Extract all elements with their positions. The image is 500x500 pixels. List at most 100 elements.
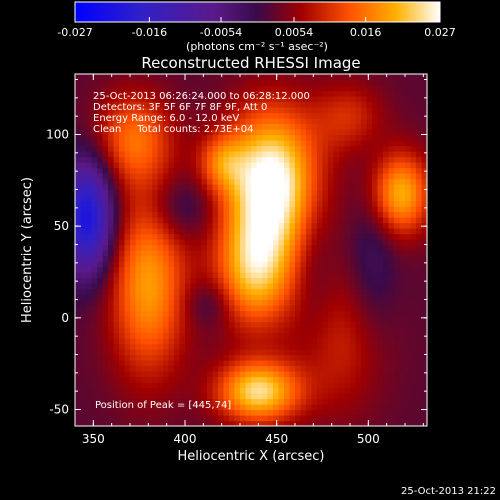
heatmap-cell bbox=[344, 79, 351, 86]
heatmap-cell bbox=[179, 211, 186, 218]
heatmap-cell bbox=[289, 79, 296, 86]
heatmap-cell bbox=[366, 272, 373, 279]
heatmap-cell bbox=[372, 151, 379, 158]
heatmap-cell bbox=[119, 74, 126, 81]
heatmap-cell bbox=[306, 343, 313, 350]
heatmap-cell bbox=[152, 327, 159, 334]
heatmap-cell bbox=[289, 107, 296, 114]
heatmap-cell bbox=[240, 382, 247, 389]
heatmap-cell bbox=[135, 173, 142, 180]
heatmap-cell bbox=[157, 365, 164, 372]
heatmap-cell bbox=[141, 228, 148, 235]
heatmap-cell bbox=[344, 96, 351, 103]
heatmap-cell bbox=[229, 189, 236, 196]
heatmap-cell bbox=[383, 156, 390, 163]
heatmap-cell bbox=[284, 101, 291, 108]
heatmap-cell bbox=[405, 409, 412, 416]
heatmap-cell bbox=[383, 85, 390, 92]
heatmap-cell bbox=[256, 162, 263, 169]
heatmap-cell bbox=[168, 200, 175, 207]
heatmap-cell bbox=[157, 167, 164, 174]
heatmap-cell bbox=[322, 195, 329, 202]
heatmap-cell bbox=[251, 332, 258, 339]
heatmap-cell bbox=[97, 255, 104, 262]
heatmap-cell bbox=[223, 283, 230, 290]
heatmap-cell bbox=[377, 178, 384, 185]
heatmap-cell bbox=[152, 420, 159, 426]
heatmap-cell bbox=[410, 118, 417, 125]
heatmap-cell bbox=[163, 206, 170, 213]
heatmap-cell bbox=[80, 228, 87, 235]
heatmap-cell bbox=[174, 349, 181, 356]
heatmap-cell bbox=[179, 398, 186, 405]
heatmap-cell bbox=[108, 255, 115, 262]
heatmap-cell bbox=[421, 354, 427, 361]
heatmap-cell bbox=[97, 415, 104, 422]
heatmap-cell bbox=[234, 74, 241, 81]
heatmap-cell bbox=[262, 167, 269, 174]
heatmap-cell bbox=[251, 211, 258, 218]
heatmap-cell bbox=[388, 206, 395, 213]
heatmap-cell bbox=[333, 250, 340, 257]
heatmap-cell bbox=[306, 173, 313, 180]
heatmap-cell bbox=[388, 162, 395, 169]
heatmap-cell bbox=[300, 156, 307, 163]
heatmap-cell bbox=[311, 310, 318, 317]
heatmap-cell bbox=[218, 162, 225, 169]
heatmap-cell bbox=[399, 415, 406, 422]
heatmap-cell bbox=[311, 134, 318, 141]
heatmap-cell bbox=[399, 398, 406, 405]
heatmap-cell bbox=[157, 332, 164, 339]
heatmap-cell bbox=[185, 107, 192, 114]
heatmap-cell bbox=[328, 266, 335, 273]
heatmap-cell bbox=[146, 178, 153, 185]
heatmap-cell bbox=[322, 321, 329, 328]
heatmap-cell bbox=[339, 404, 346, 411]
heatmap-cell bbox=[344, 266, 351, 273]
heatmap-cell bbox=[75, 327, 82, 334]
heatmap-cell bbox=[196, 327, 203, 334]
heatmap-cell bbox=[234, 239, 241, 246]
heatmap-cell bbox=[108, 145, 115, 152]
heatmap-cell bbox=[119, 79, 126, 86]
heatmap-cell bbox=[328, 200, 335, 207]
heatmap-cell bbox=[251, 118, 258, 125]
heatmap-cell bbox=[251, 277, 258, 284]
heatmap-cell bbox=[130, 261, 137, 268]
heatmap-cell bbox=[135, 206, 142, 213]
heatmap-cell bbox=[256, 299, 263, 306]
heatmap-cell bbox=[328, 338, 335, 345]
heatmap-cell bbox=[97, 233, 104, 240]
heatmap-cell bbox=[267, 310, 274, 317]
heatmap-cell bbox=[306, 420, 313, 426]
heatmap-cell bbox=[344, 343, 351, 350]
heatmap-cell bbox=[86, 387, 93, 394]
heatmap-cell bbox=[317, 206, 324, 213]
heatmap-cell bbox=[361, 184, 368, 191]
heatmap-cell bbox=[185, 415, 192, 422]
heatmap-cell bbox=[256, 85, 263, 92]
heatmap-cell bbox=[394, 283, 401, 290]
heatmap-cell bbox=[207, 288, 214, 295]
heatmap-cell bbox=[146, 96, 153, 103]
heatmap-cell bbox=[102, 387, 109, 394]
heatmap-cell bbox=[284, 420, 291, 426]
heatmap-cell bbox=[388, 140, 395, 147]
heatmap-cell bbox=[328, 420, 335, 426]
heatmap-cell bbox=[229, 145, 236, 152]
heatmap-cell bbox=[196, 283, 203, 290]
heatmap-cell bbox=[163, 85, 170, 92]
heatmap-cell bbox=[410, 90, 417, 97]
heatmap-cell bbox=[377, 382, 384, 389]
heatmap-cell bbox=[130, 277, 137, 284]
heatmap-cell bbox=[311, 305, 318, 312]
heatmap-cell bbox=[421, 206, 427, 213]
heatmap-cell bbox=[306, 90, 313, 97]
heatmap-cell bbox=[218, 134, 225, 141]
heatmap-cell bbox=[394, 217, 401, 224]
heatmap-cell bbox=[405, 393, 412, 400]
heatmap-cell bbox=[333, 343, 340, 350]
heatmap-cell bbox=[207, 338, 214, 345]
heatmap-cell bbox=[388, 327, 395, 334]
heatmap-cell bbox=[218, 382, 225, 389]
